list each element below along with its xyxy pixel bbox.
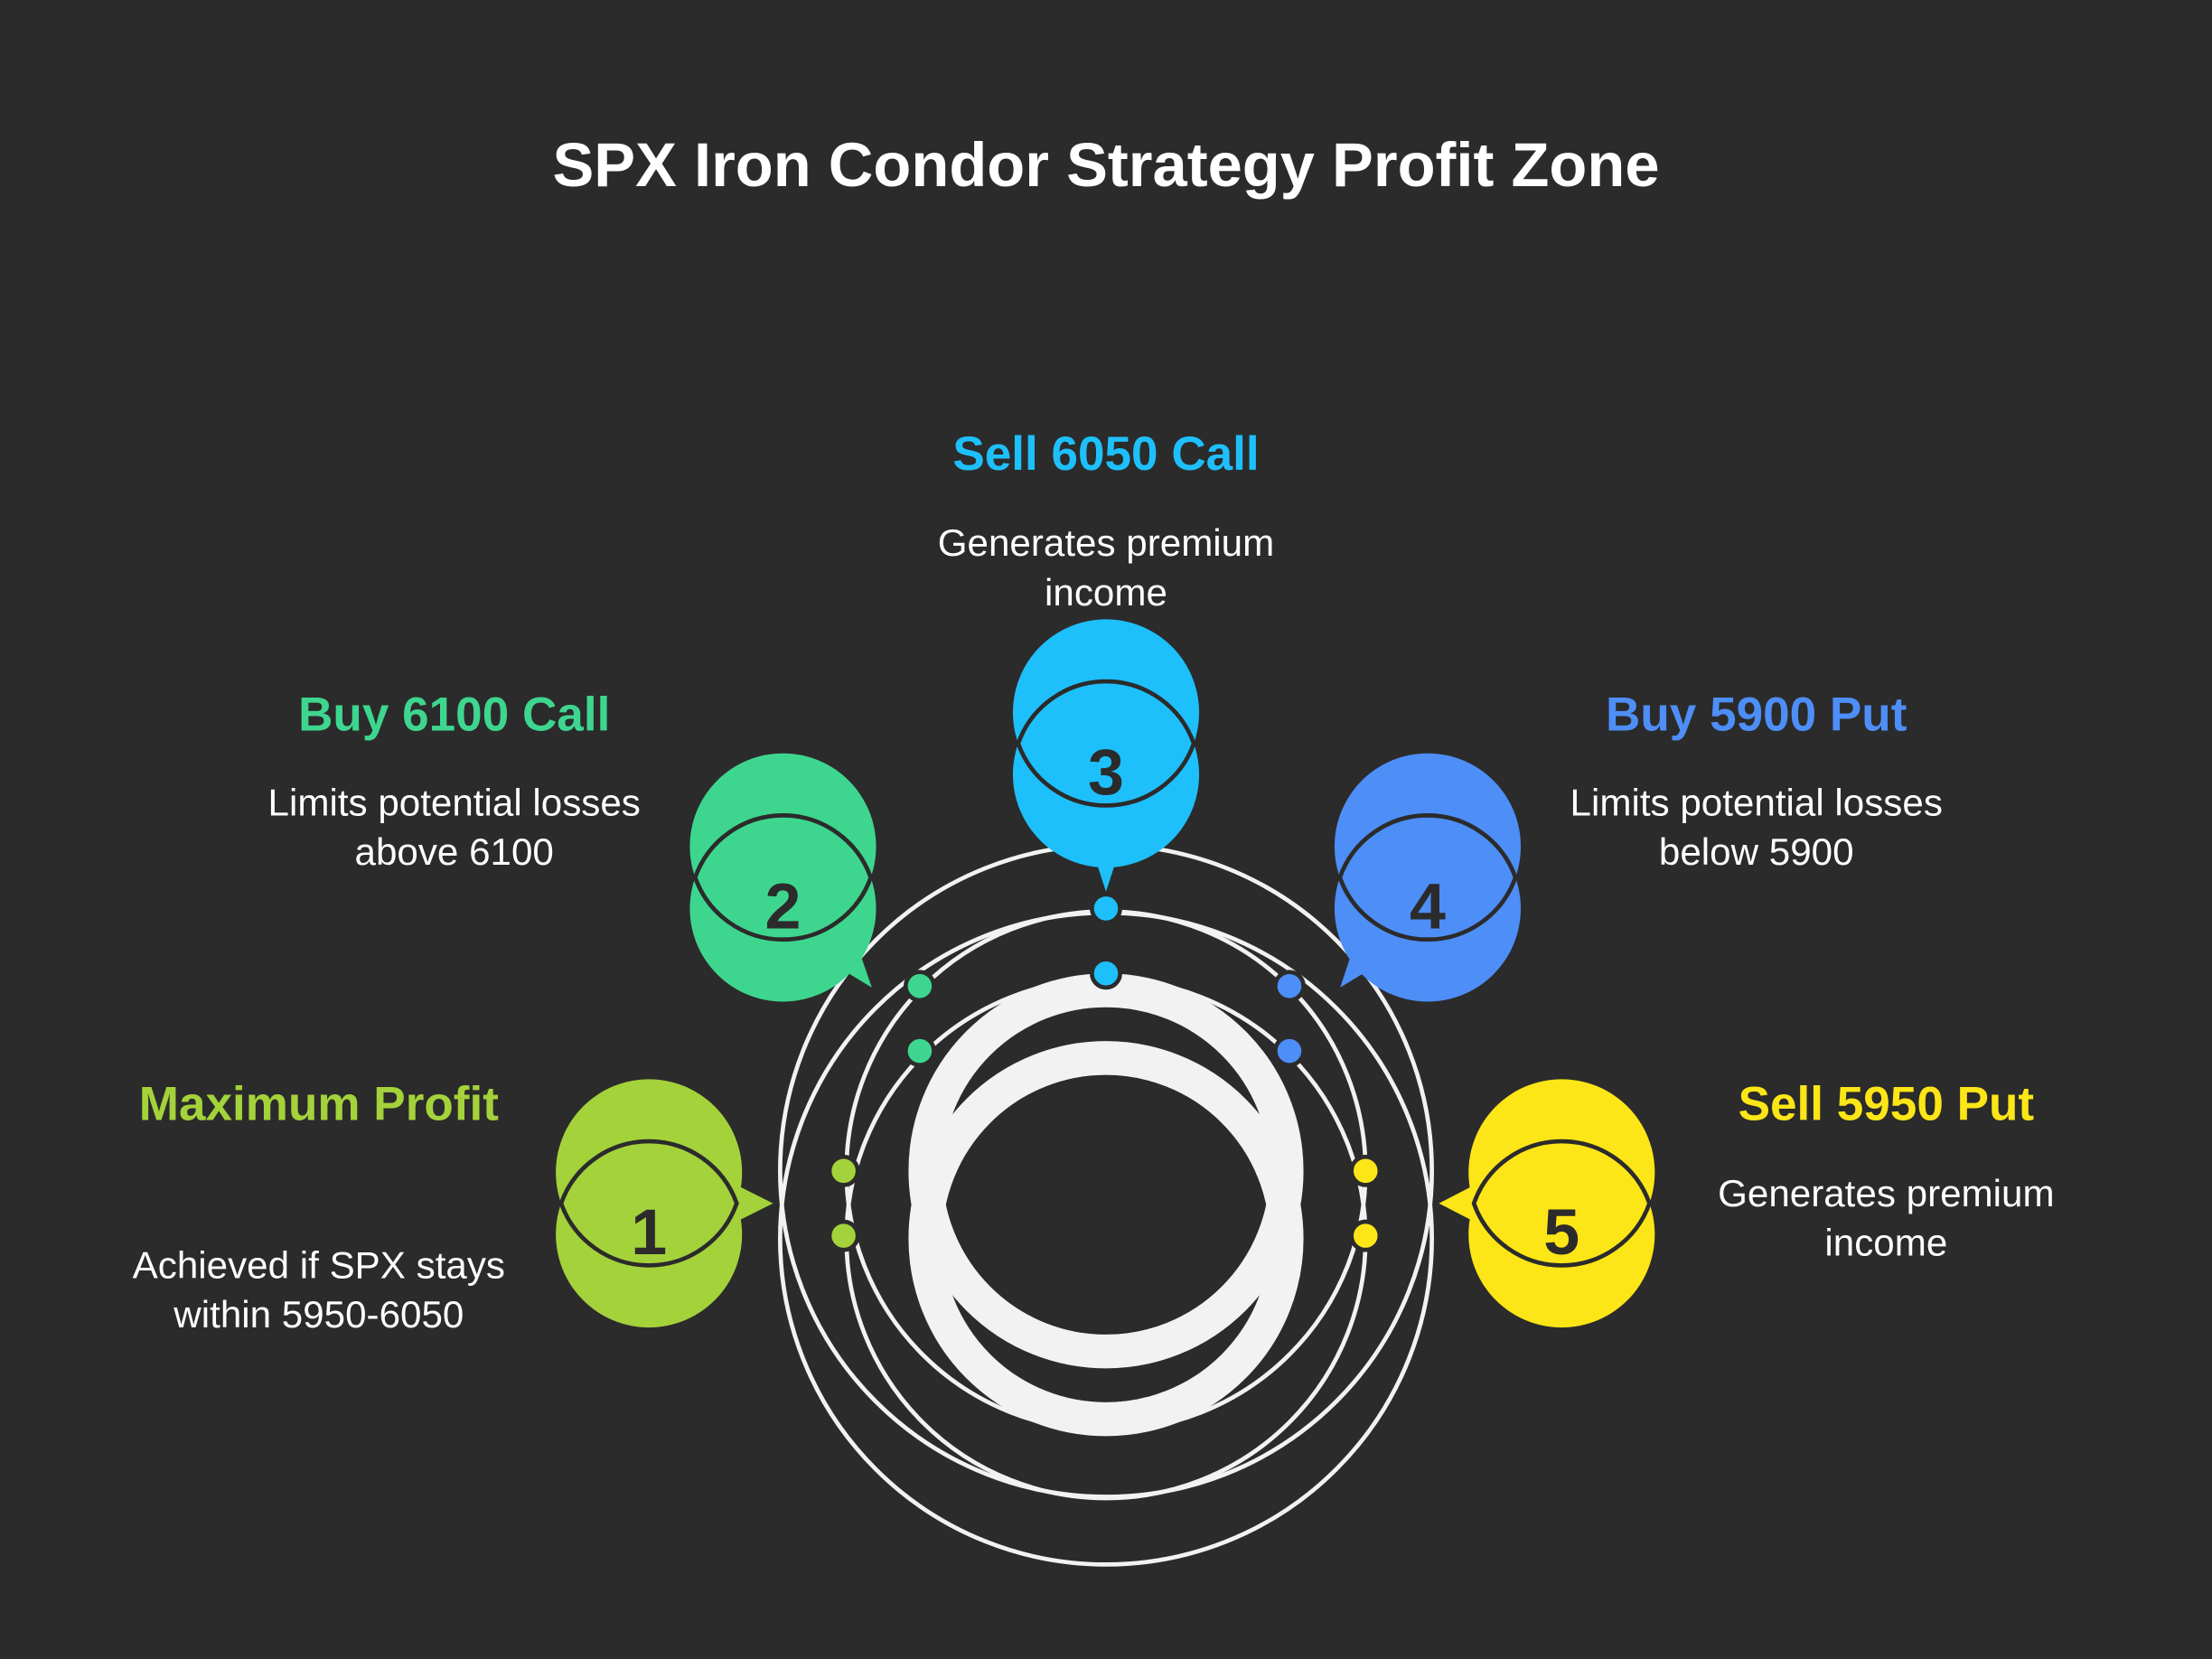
step-description: Generates premium income — [937, 521, 1275, 614]
step-heading: Maximum Profit — [138, 1077, 499, 1132]
core-rings — [908, 973, 1304, 1437]
step: 2 — [689, 753, 936, 1068]
step: 3 — [1012, 619, 1200, 990]
step-number: 4 — [1410, 871, 1446, 943]
step-heading-box: Buy 6100 Call — [298, 688, 611, 743]
step-description-box: Limits potential losses above 6100 — [267, 781, 641, 874]
step-description-box: Limits potential losses below 5900 — [1570, 781, 1943, 874]
step-description: Achieved if SPX stays within 5950-6050 — [132, 1244, 506, 1336]
connector-dot — [1349, 1219, 1382, 1252]
step-description: Generates premium income — [1718, 1172, 2055, 1264]
step-number: 2 — [765, 871, 801, 943]
bubble — [1468, 1141, 1655, 1328]
bubble-outline — [1016, 679, 1196, 808]
connector-dot — [1090, 892, 1122, 925]
step-description-box: Generates premium income — [1718, 1172, 2055, 1264]
step-description: Limits potential losses below 5900 — [1570, 781, 1943, 874]
step-number: 3 — [1088, 736, 1124, 809]
connector-dot — [903, 970, 936, 1003]
step-heading-box: Maximum Profit — [138, 1077, 499, 1132]
step-description-box: Achieved if SPX stays within 5950-6050 — [132, 1244, 506, 1336]
connector-dot — [827, 1154, 860, 1187]
connector-dot — [827, 1219, 860, 1252]
bubble-outline — [1337, 813, 1518, 942]
step-description: Limits potential losses above 6100 — [267, 781, 641, 874]
bubble — [1012, 681, 1200, 868]
step-heading-box: Sell 6050 Call — [952, 427, 1260, 482]
title-box: SPX Iron Condor Strategy Profit Zone — [552, 131, 1660, 201]
step: 1 — [556, 1079, 860, 1328]
connector-dot — [1273, 970, 1306, 1003]
bubble — [556, 1141, 743, 1328]
step: 5 — [1349, 1079, 1655, 1328]
step-heading-box: Buy 5900 Put — [1606, 688, 1907, 743]
connector-dot — [1273, 1035, 1306, 1068]
step-heading: Sell 5950 Put — [1738, 1077, 2035, 1132]
title: SPX Iron Condor Strategy Profit Zone — [552, 131, 1660, 201]
bubble-outline — [1471, 1139, 1652, 1268]
connector-dot — [1349, 1154, 1382, 1187]
bubble — [689, 815, 876, 1002]
connector-dot — [1090, 957, 1122, 990]
step-heading: Sell 6050 Call — [952, 427, 1260, 482]
step-heading-box: Sell 5950 Put — [1738, 1077, 2035, 1132]
connector-dot — [903, 1035, 936, 1068]
step-description-box: Generates premium income — [937, 521, 1275, 614]
core-ring — [908, 1041, 1304, 1437]
step: 4 — [1273, 753, 1521, 1068]
step-heading: Buy 5900 Put — [1606, 688, 1907, 743]
step-number: 1 — [631, 1196, 667, 1269]
bubble-outline — [558, 1139, 739, 1268]
step-heading: Buy 6100 Call — [298, 688, 611, 743]
bubble-outline — [692, 813, 874, 942]
bubble — [1334, 815, 1521, 1002]
step-number: 5 — [1543, 1196, 1579, 1269]
